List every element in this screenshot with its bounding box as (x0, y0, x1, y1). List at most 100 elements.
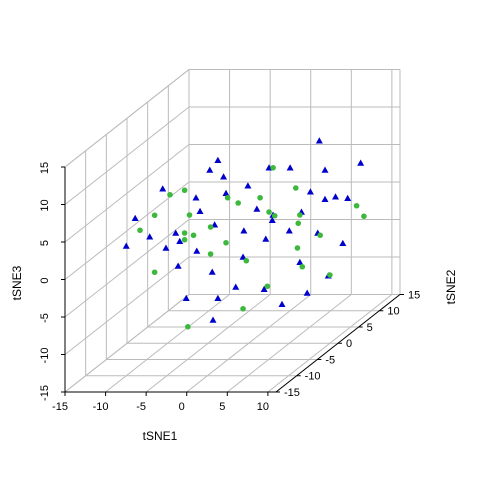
point (122, 242, 130, 249)
point (332, 193, 340, 200)
y-tick-label: 0 (346, 338, 352, 350)
point (181, 230, 188, 236)
z-tick-label: -5 (39, 313, 51, 323)
y-tick-label: -10 (305, 371, 321, 383)
z-tick-label: -15 (39, 385, 51, 401)
point (315, 137, 323, 144)
point (270, 164, 276, 171)
z-tick-label: 15 (39, 162, 51, 174)
grid-line (64, 106, 190, 205)
grid-line (64, 294, 190, 393)
x-tick-label: 5 (219, 401, 225, 413)
point (285, 227, 293, 234)
point (295, 220, 302, 227)
y-tick-label: 15 (408, 289, 420, 301)
point (220, 173, 228, 180)
point (151, 269, 158, 276)
x-tick-label: -10 (93, 401, 109, 413)
z-tick-label: 10 (39, 199, 51, 211)
point (181, 236, 188, 243)
point (240, 305, 246, 312)
point (167, 191, 173, 198)
point (193, 247, 201, 254)
x-tick-label: -15 (52, 401, 68, 413)
grid-line (64, 219, 190, 318)
box-edge (64, 69, 190, 168)
point (306, 188, 314, 195)
point (181, 187, 188, 194)
point (174, 262, 182, 269)
point (266, 209, 272, 215)
point (257, 194, 263, 201)
point (190, 232, 197, 239)
y-tick-label: -5 (325, 354, 335, 366)
point (185, 323, 191, 330)
y-axis-title: tSNE2 (444, 269, 458, 304)
point (353, 202, 360, 209)
point (207, 251, 214, 257)
point (182, 294, 190, 302)
point (196, 207, 204, 215)
point (162, 244, 170, 251)
point (159, 185, 167, 192)
point (361, 213, 367, 220)
point (208, 268, 216, 275)
grid-line (64, 181, 190, 280)
point (327, 272, 333, 278)
point (224, 194, 231, 201)
grid-line (64, 144, 190, 243)
point (262, 235, 270, 242)
point (253, 205, 261, 212)
point (214, 294, 222, 302)
y-tick-label: 10 (387, 306, 399, 318)
point (317, 232, 323, 239)
x-tick-label: -5 (136, 401, 146, 413)
point (296, 258, 304, 266)
point (232, 283, 240, 290)
point (207, 224, 214, 230)
point (321, 195, 329, 203)
point (192, 194, 200, 201)
point (357, 159, 365, 166)
point (186, 212, 193, 218)
point (243, 257, 250, 264)
point (268, 216, 276, 224)
x-tick-label: 0 (179, 401, 185, 413)
point (206, 166, 214, 173)
x-axis-title: tSNE1 (143, 429, 178, 443)
point (244, 182, 252, 189)
y-tick-label: 5 (367, 322, 373, 334)
point (293, 185, 299, 191)
point (260, 285, 268, 293)
x-tick-label: 10 (257, 401, 269, 413)
point (240, 227, 248, 234)
y-tick-label: -15 (284, 387, 300, 399)
z-tick-label: 0 (39, 277, 51, 283)
point (209, 316, 217, 323)
point (235, 200, 241, 206)
point (214, 156, 222, 164)
point (286, 164, 294, 171)
point (172, 229, 180, 236)
point (222, 189, 230, 197)
point (271, 212, 278, 219)
z-tick-label: -10 (39, 348, 51, 364)
point (303, 289, 311, 296)
point (321, 166, 329, 173)
point (297, 212, 303, 218)
point (294, 245, 301, 251)
point (151, 212, 158, 219)
point (146, 233, 154, 240)
point (176, 237, 184, 245)
z-axis-title: tSNE3 (10, 265, 24, 300)
point (299, 263, 306, 270)
point (344, 194, 352, 202)
point (264, 283, 271, 290)
z-tick-label: 5 (39, 240, 51, 246)
point (223, 239, 229, 246)
point (137, 227, 143, 234)
point (131, 214, 139, 222)
point (239, 253, 247, 260)
grid-line (64, 256, 190, 355)
